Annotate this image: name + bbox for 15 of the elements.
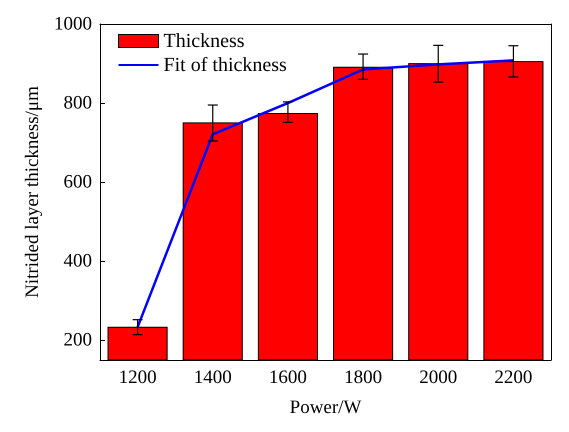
y-tick-label: 600 [64, 172, 92, 193]
y-tick-label: 1000 [54, 14, 92, 34]
x-tick-label: 1600 [268, 367, 307, 388]
legend-label: Fit of thickness [164, 54, 288, 76]
legend-label: Thickness [164, 30, 245, 52]
y-tick-label: 800 [64, 92, 92, 114]
x-tick-label: 1400 [194, 367, 232, 388]
x-tick-label: 2000 [419, 367, 458, 388]
x-tick-label: 2200 [494, 367, 532, 388]
y-axis-title: Nitrided layer thickness/μm [22, 86, 43, 298]
x-tick-label: 1800 [344, 367, 382, 388]
x-tick-label: 1200 [118, 367, 157, 388]
x-axis-title: Power/W [290, 397, 362, 418]
y-tick-label: 400 [64, 250, 92, 272]
y-tick-label: 200 [64, 330, 92, 351]
